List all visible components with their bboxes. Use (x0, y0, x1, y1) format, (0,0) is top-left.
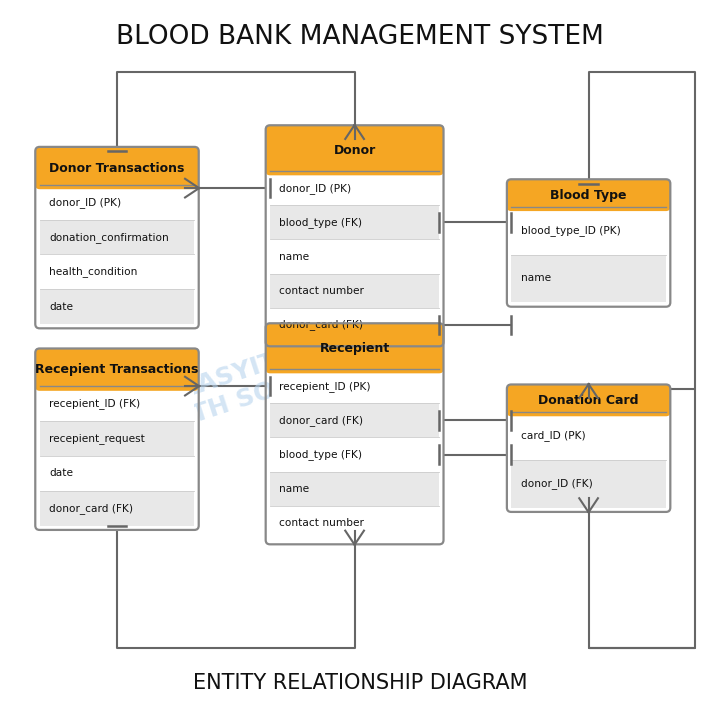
Text: ENTITY RELATIONSHIP DIAGRAM: ENTITY RELATIONSHIP DIAGRAM (193, 672, 527, 693)
Text: donor_ID (FK): donor_ID (FK) (521, 478, 593, 489)
Bar (40, 387, 194, 421)
FancyBboxPatch shape (35, 147, 199, 328)
Bar (270, 438, 439, 472)
Bar (511, 460, 666, 508)
FancyBboxPatch shape (266, 125, 444, 176)
Bar (270, 403, 439, 438)
FancyBboxPatch shape (507, 179, 670, 211)
Bar (270, 240, 439, 274)
FancyBboxPatch shape (35, 348, 199, 530)
Text: recepient_ID (PK): recepient_ID (PK) (279, 381, 371, 392)
Text: donor_ID (PK): donor_ID (PK) (49, 197, 121, 208)
Text: date: date (49, 469, 73, 478)
Bar (40, 421, 194, 456)
Bar (511, 255, 666, 302)
Text: name: name (521, 274, 551, 284)
Bar (270, 506, 439, 540)
Bar (40, 220, 194, 254)
Bar (270, 308, 439, 342)
Bar (40, 185, 194, 220)
Text: donor_card (FK): donor_card (FK) (279, 415, 364, 426)
Text: donor_card (FK): donor_card (FK) (49, 503, 133, 513)
Text: Donation Card: Donation Card (539, 394, 639, 407)
Bar (40, 456, 194, 491)
Text: EASYITSOURCE
WITH SOURCE CODE: EASYITSOURCE WITH SOURCE CODE (145, 302, 431, 439)
Text: card_ID (PK): card_ID (PK) (521, 431, 585, 441)
Text: donor_card (FK): donor_card (FK) (279, 320, 364, 330)
Text: name: name (279, 251, 310, 261)
Text: BLOOD BANK MANAGEMENT SYSTEM: BLOOD BANK MANAGEMENT SYSTEM (116, 24, 604, 50)
FancyBboxPatch shape (266, 323, 444, 544)
FancyBboxPatch shape (507, 384, 670, 512)
Bar (270, 171, 439, 205)
Bar (270, 472, 439, 506)
Text: recepient_ID (FK): recepient_ID (FK) (49, 398, 140, 410)
Bar (270, 205, 439, 240)
Text: contact number: contact number (279, 286, 364, 296)
Text: donor_ID (PK): donor_ID (PK) (279, 183, 351, 194)
Text: date: date (49, 302, 73, 312)
Text: contact number: contact number (279, 518, 364, 528)
FancyBboxPatch shape (266, 125, 444, 346)
Bar (40, 289, 194, 324)
Text: health_condition: health_condition (49, 266, 138, 277)
Text: name: name (279, 484, 310, 494)
Text: blood_type (FK): blood_type (FK) (279, 217, 362, 228)
Text: donation_confirmation: donation_confirmation (49, 232, 168, 243)
FancyBboxPatch shape (35, 147, 199, 189)
Bar (511, 207, 666, 255)
Text: blood_type (FK): blood_type (FK) (279, 449, 362, 460)
Text: blood_type_ID (PK): blood_type_ID (PK) (521, 225, 621, 236)
FancyBboxPatch shape (507, 384, 670, 416)
Bar (270, 274, 439, 308)
Bar (40, 491, 194, 526)
FancyBboxPatch shape (507, 179, 670, 307)
Text: Donor: Donor (333, 144, 376, 157)
Text: recepient_request: recepient_request (49, 433, 145, 444)
Text: Recepient: Recepient (320, 342, 390, 355)
Bar (270, 369, 439, 403)
Text: Blood Type: Blood Type (550, 189, 627, 202)
FancyBboxPatch shape (35, 348, 199, 391)
Text: Recepient Transactions: Recepient Transactions (35, 363, 199, 376)
Bar (511, 412, 666, 460)
FancyBboxPatch shape (266, 323, 444, 374)
Bar (40, 254, 194, 289)
Text: Donor Transactions: Donor Transactions (49, 161, 185, 174)
